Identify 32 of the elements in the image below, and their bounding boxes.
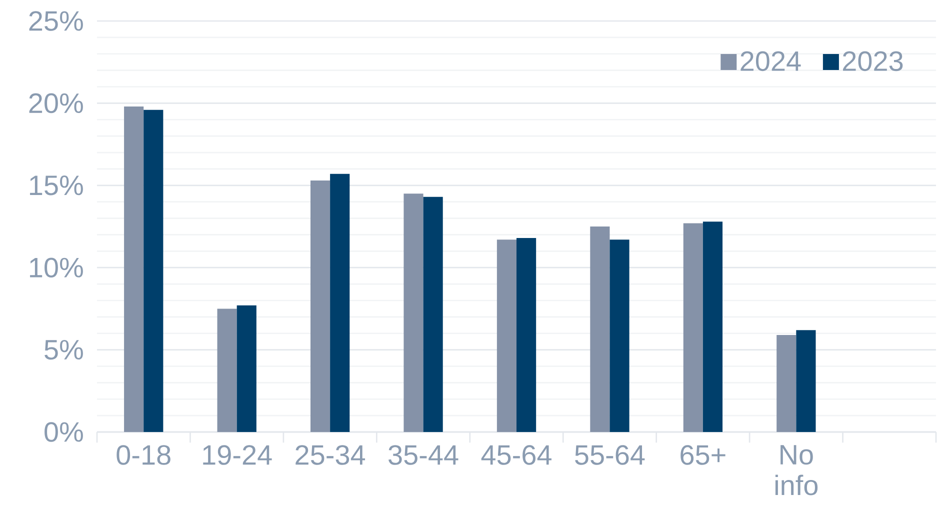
bar <box>776 335 796 432</box>
x-tick-label: 19-24 <box>203 445 272 465</box>
x-tick-label: 0-18 <box>116 445 170 465</box>
bar <box>404 194 424 432</box>
legend-label: 2024 <box>740 51 801 72</box>
x-tick-label: 65+ <box>680 445 726 465</box>
x-tick-label: No info <box>775 445 818 496</box>
bar <box>236 305 256 432</box>
y-tick-label: 20% <box>29 93 83 114</box>
bar <box>796 330 816 432</box>
bar <box>144 110 164 432</box>
bar <box>496 240 516 432</box>
legend-label: 2023 <box>843 51 903 72</box>
x-tick-label: 55-64 <box>575 445 645 465</box>
bar <box>330 174 350 432</box>
y-tick-label: 10% <box>30 258 83 278</box>
bar <box>702 222 723 432</box>
bar <box>217 308 237 432</box>
x-tick-label: 25-34 <box>296 445 366 465</box>
bar <box>516 238 536 432</box>
bar <box>610 240 630 432</box>
bar <box>310 180 330 432</box>
y-tick-label: 0% <box>44 422 83 442</box>
bar <box>590 226 610 432</box>
y-tick-label: 25% <box>29 11 83 31</box>
y-tick-label: 15% <box>30 176 83 196</box>
y-tick-label: 5% <box>44 340 83 360</box>
bar <box>124 106 144 432</box>
bar <box>683 223 703 432</box>
x-tick-label: 45-64 <box>481 445 552 465</box>
bar <box>423 196 443 432</box>
x-tick-label: 35-44 <box>388 445 458 465</box>
